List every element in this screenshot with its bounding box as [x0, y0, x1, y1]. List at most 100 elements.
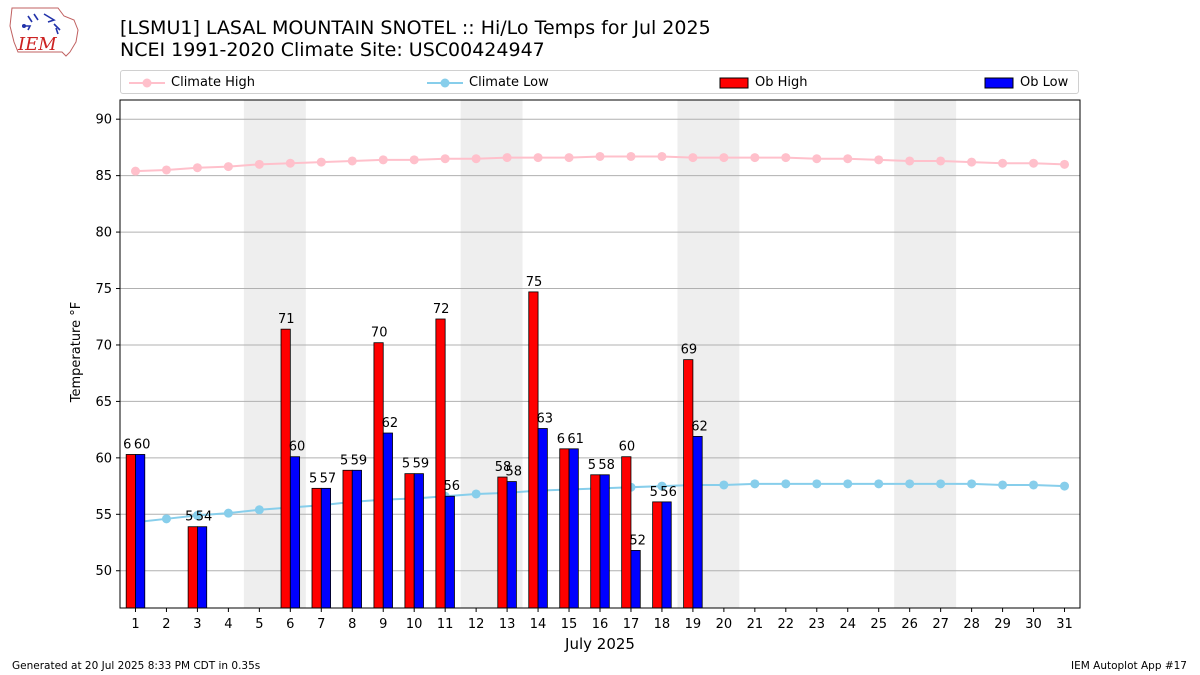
x-tick-label: 31: [1056, 617, 1073, 632]
x-tick-label: 27: [932, 617, 949, 632]
title-line-1: [LSMU1] LASAL MOUNTAIN SNOTEL :: Hi/Lo T…: [120, 17, 711, 39]
series-point: [223, 162, 233, 172]
plot-frame: [119, 99, 1081, 609]
data-label: 5: [309, 471, 317, 486]
bar: [280, 328, 291, 609]
series-point: [285, 158, 295, 168]
series-point: [1029, 480, 1039, 490]
data-label: 72: [433, 302, 450, 317]
iem-logo: IEM: [9, 7, 79, 57]
series-point: [254, 505, 264, 515]
series-point: [998, 480, 1008, 490]
series-point: [223, 508, 233, 518]
x-axis-label: July 2025: [564, 635, 635, 653]
data-label: 60: [619, 440, 636, 455]
bar: [506, 481, 517, 609]
series-point: [719, 153, 729, 163]
series-point: [130, 166, 140, 176]
x-tick-label: 24: [839, 617, 856, 632]
series-point: [843, 154, 853, 164]
x-tick-label: 1: [131, 617, 139, 632]
bar: [559, 448, 570, 609]
series-point: [936, 479, 946, 489]
bar: [125, 454, 136, 609]
x-tick-label: 21: [747, 617, 764, 632]
series-point: [843, 479, 853, 489]
series-point: [750, 153, 760, 163]
bar: [311, 487, 322, 609]
data-label: 56: [444, 479, 461, 494]
data-label: 71: [278, 312, 295, 327]
data-label: 5: [402, 457, 410, 472]
bar: [661, 501, 672, 609]
bar: [692, 436, 703, 609]
x-tick-label: 23: [809, 617, 826, 632]
data-label: 5: [340, 453, 348, 468]
series-point: [905, 479, 915, 489]
data-label: 69: [681, 343, 698, 358]
bar: [590, 474, 601, 609]
x-tick-label: 12: [468, 617, 485, 632]
series-point: [750, 479, 760, 489]
data-label: 58: [495, 460, 512, 475]
series-point: [409, 155, 419, 165]
series-point: [347, 156, 357, 166]
x-tick-label: 3: [193, 617, 201, 632]
series-point: [719, 480, 729, 490]
y-tick-label: 80: [95, 226, 112, 241]
data-label: 62: [691, 419, 708, 434]
y-tick-label: 70: [95, 338, 112, 353]
series-point: [874, 479, 884, 489]
series-point: [998, 158, 1008, 168]
x-tick-label: 25: [870, 617, 887, 632]
series-point: [378, 155, 388, 165]
bar: [621, 456, 632, 609]
x-tick-label: 30: [1025, 617, 1042, 632]
bar: [568, 448, 579, 609]
y-tick-label: 50: [95, 564, 112, 579]
y-tick-label: 55: [95, 508, 112, 523]
bar: [351, 469, 362, 609]
bar: [373, 342, 384, 609]
x-tick-label: 6: [286, 617, 294, 632]
x-tick-label: 15: [561, 617, 578, 632]
series-point: [192, 163, 202, 173]
series-point: [967, 157, 977, 167]
series-point: [781, 479, 791, 489]
bar: [599, 474, 610, 609]
data-label: 52: [629, 533, 646, 548]
x-tick-label: 17: [623, 617, 640, 632]
series-point: [936, 156, 946, 166]
x-tick-label: 26: [901, 617, 918, 632]
series-point: [967, 479, 977, 489]
bar: [413, 473, 424, 609]
series-point: [161, 514, 171, 524]
series-point: [471, 489, 481, 499]
series-point: [812, 479, 822, 489]
data-label: 59: [351, 453, 368, 468]
bar: [630, 550, 641, 609]
bar: [382, 432, 393, 609]
data-label: 5: [650, 485, 658, 500]
legend-label: Ob Low: [1020, 75, 1069, 90]
x-tick-label: 14: [530, 617, 547, 632]
chart-title: [LSMU1] LASAL MOUNTAIN SNOTEL :: Hi/Lo T…: [120, 17, 711, 61]
bar: [187, 526, 198, 609]
y-tick-label: 65: [95, 395, 112, 410]
x-tick-label: 9: [379, 617, 387, 632]
data-label: 63: [536, 412, 553, 427]
bar: [652, 501, 663, 609]
legend-label: Ob High: [755, 75, 808, 90]
footer-app: IEM Autoplot App #17: [1071, 660, 1187, 672]
x-tick-label: 2: [162, 617, 170, 632]
x-tick-label: 16: [592, 617, 609, 632]
legend-label: Climate High: [171, 75, 256, 90]
data-label: 58: [505, 465, 522, 480]
series-point: [502, 153, 512, 163]
x-tick-label: 5: [255, 617, 263, 632]
y-tick-label: 75: [95, 282, 112, 297]
bar: [342, 469, 353, 609]
data-label: 5: [588, 458, 596, 473]
series-point: [781, 153, 791, 163]
